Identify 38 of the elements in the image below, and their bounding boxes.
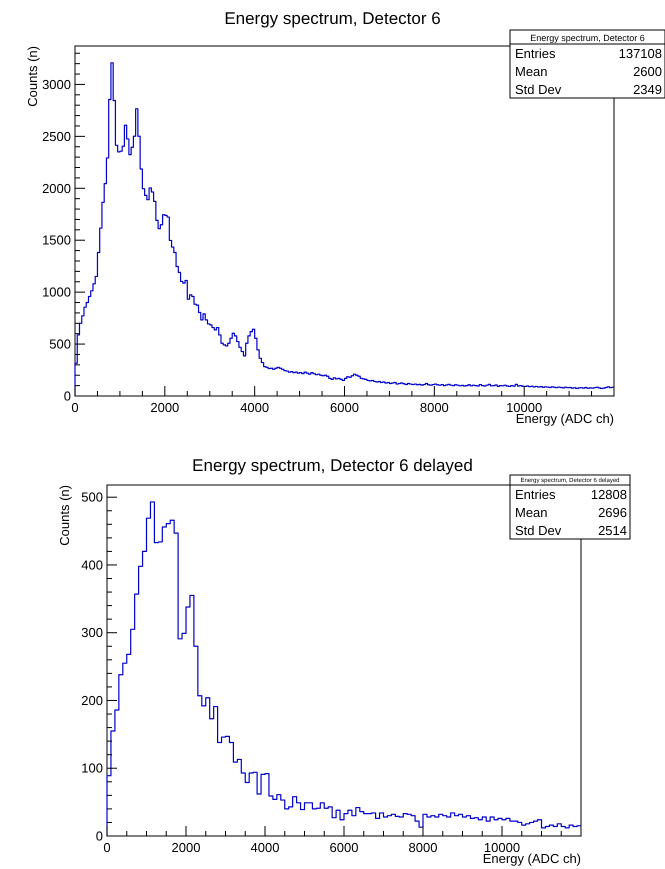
x-tick-label: 2000	[150, 400, 180, 415]
annotation: Std Dev	[515, 82, 562, 97]
x-tick-label: 8000	[408, 840, 438, 855]
y-axis-title: Counts (n)	[57, 485, 72, 546]
y-tick-label: 0	[96, 828, 103, 844]
y-tick-label: 2000	[42, 180, 71, 196]
chart-title: Energy spectrum, Detector 6	[224, 9, 441, 28]
annotation: Mean	[515, 505, 548, 520]
annotation: Entries	[515, 487, 556, 502]
x-tick-label: 8000	[420, 400, 449, 415]
x-tick-label: 4000	[250, 840, 280, 855]
y-tick-label: 500	[81, 490, 103, 505]
x-tick-label: 6000	[330, 400, 359, 415]
y-tick-label: 2500	[42, 128, 71, 144]
text: 2349	[633, 82, 662, 97]
y-tick-label: 100	[81, 760, 103, 776]
y-tick-label: 500	[49, 336, 71, 352]
y-tick-label: 0	[64, 388, 71, 404]
x-tick-label: 6000	[330, 840, 358, 855]
y-tick-label: 300	[81, 625, 103, 640]
annotation: Mean	[515, 64, 548, 79]
y-axis-title: Counts (n)	[25, 46, 40, 107]
y-tick-label: 1000	[42, 284, 71, 300]
text: 12808	[590, 487, 627, 502]
y-tick-label: 200	[81, 692, 103, 708]
y-tick-label: 1500	[42, 232, 71, 248]
y-tick-label: 3000	[42, 76, 71, 92]
x-tick-label: 4000	[240, 400, 270, 415]
text: 2600	[633, 64, 662, 79]
text: 2514	[598, 523, 627, 538]
y-tick-label: 400	[81, 557, 103, 572]
annotation: Std Dev	[515, 523, 562, 538]
text: 2696	[598, 505, 627, 520]
chart-title: Energy spectrum, Detector 6 delayed	[192, 456, 473, 475]
x-tick-label: 2000	[172, 840, 200, 855]
text: 137108	[618, 46, 662, 61]
annotation: Entries	[515, 46, 556, 61]
text: Energy spectrum, Detector 6	[530, 33, 645, 43]
